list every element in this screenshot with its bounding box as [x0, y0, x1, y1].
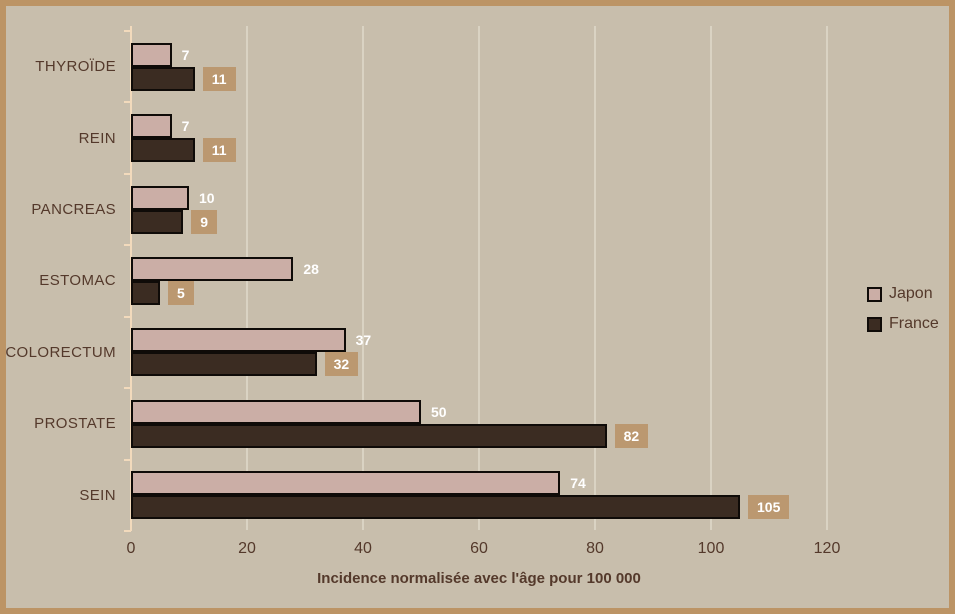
y-axis-tick — [124, 458, 131, 461]
bar-row: 7 11 — [131, 102, 827, 173]
category-label: REIN — [78, 129, 116, 147]
value-label: 105 — [748, 495, 790, 520]
bar-france — [131, 352, 317, 377]
y-axis-tick — [124, 101, 131, 104]
y-axis-tick — [124, 315, 131, 318]
x-tick-label: 20 — [238, 540, 256, 557]
bar-row: 37 32 — [131, 317, 827, 388]
bar-row: 50 82 — [131, 388, 827, 459]
value-label: 9 — [191, 209, 217, 234]
bar-france — [131, 138, 195, 163]
value-label: 7 — [181, 118, 190, 135]
bar-japon — [131, 471, 561, 496]
bar-japon — [131, 328, 346, 353]
y-axis-tick — [124, 530, 131, 532]
gridline — [478, 26, 480, 530]
bar-japon — [131, 399, 421, 424]
x-tick-label: 40 — [354, 540, 372, 557]
value-label: 7 — [181, 46, 190, 63]
bar-france — [131, 423, 607, 448]
x-tick-label: 0 — [126, 540, 136, 557]
x-tick-label: 60 — [470, 540, 488, 557]
legend-item-france: France — [867, 315, 939, 333]
y-axis-tick — [124, 30, 131, 32]
bar-row: 10 9 — [131, 174, 827, 245]
x-tick-label: 100 — [697, 540, 725, 557]
bar-row: 74 105 — [131, 460, 827, 531]
x-tick-label: 120 — [813, 540, 841, 557]
bar-row: 7 11 — [131, 31, 827, 102]
bar-japon — [131, 42, 172, 67]
japon-swatch-icon — [867, 286, 882, 302]
category-label: PANCREAS — [31, 201, 116, 219]
gridline — [710, 26, 712, 530]
bar-japon — [131, 114, 172, 139]
y-axis-tick — [124, 172, 131, 175]
category-label: PROSTATE — [34, 415, 116, 433]
value-label: 5 — [168, 280, 194, 305]
value-label: 11 — [202, 138, 236, 163]
bar-row: 28 5 — [131, 245, 827, 316]
value-label: 28 — [303, 260, 319, 277]
value-label: 32 — [324, 352, 359, 377]
bar-france — [131, 66, 195, 91]
category-label: SEIN — [79, 486, 116, 504]
x-tick-label: 80 — [586, 540, 604, 557]
bar-france — [131, 209, 184, 234]
value-label: 82 — [614, 423, 649, 448]
category-label: THYROÏDE — [35, 58, 116, 76]
value-label: 74 — [570, 475, 586, 492]
value-label: 50 — [431, 403, 447, 420]
x-axis-title: Incidence normalisée avec l'âge pour 100… — [317, 570, 641, 587]
gridline — [362, 26, 364, 530]
value-label: 11 — [202, 66, 236, 91]
gridline — [594, 26, 596, 530]
bar-france — [131, 280, 160, 305]
bar-japon — [131, 185, 189, 210]
y-axis-tick — [124, 387, 131, 390]
legend-item-japon: Japon — [867, 285, 939, 303]
legend: Japon France — [867, 285, 939, 345]
category-label: ESTOMAC — [39, 272, 116, 290]
bar-france — [131, 495, 740, 520]
legend-label-france: France — [889, 315, 939, 332]
france-swatch-icon — [867, 316, 882, 332]
value-label: 37 — [355, 332, 372, 349]
value-label: 10 — [199, 189, 215, 206]
bar-japon — [131, 256, 294, 281]
y-axis-tick — [124, 244, 131, 247]
gridline — [826, 26, 828, 530]
category-label: COLORECTUM — [5, 343, 116, 361]
legend-label-japon: Japon — [889, 285, 933, 302]
